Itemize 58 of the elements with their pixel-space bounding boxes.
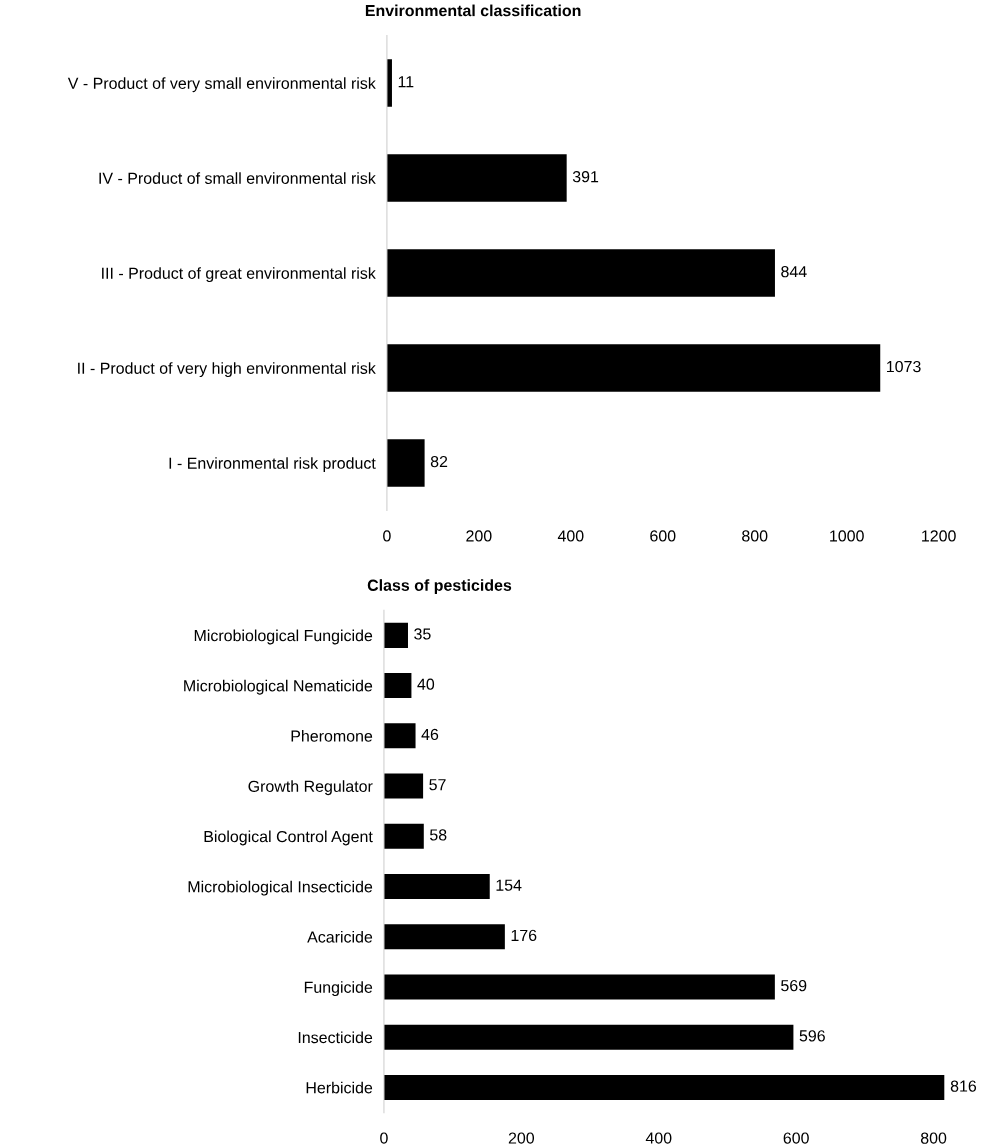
data-label: 569 (781, 979, 807, 992)
x-tick-label: 0 (380, 1132, 388, 1144)
y-tick-label: Insecticide (298, 1031, 373, 1044)
bar (383, 1074, 945, 1101)
data-label: 596 (799, 1030, 825, 1042)
bar (386, 249, 775, 297)
bar (383, 673, 412, 699)
bar (383, 1024, 794, 1050)
y-tick-label: II - Product of very high environmental risk (78, 362, 376, 378)
y-tick-label: Microbiological Fungicide (194, 629, 373, 645)
x-tick-label: 600 (650, 530, 676, 542)
x-tick-label: 200 (508, 1132, 535, 1144)
y-tick-label: Microbiological Nematicide (184, 679, 373, 695)
data-label: 82 (430, 455, 448, 468)
y-tick-label: V - Product of very small environmental risk (67, 77, 376, 93)
data-label: 46 (421, 728, 439, 741)
x-tick-label: 400 (645, 1132, 672, 1144)
y-tick-label: I - Environmental risk product (169, 457, 376, 473)
data-label: 58 (429, 829, 447, 841)
y-tick-label: Growth Regulator (248, 780, 373, 796)
x-tick-label: 200 (466, 530, 492, 542)
x-tick-label: 400 (557, 530, 584, 542)
y-tick-label: Herbicide (306, 1081, 373, 1094)
bar (383, 823, 424, 849)
bar (386, 344, 881, 392)
bar (383, 974, 775, 1000)
x-tick-label: 1200 (922, 530, 956, 542)
data-label: 391 (572, 170, 599, 183)
data-label: 176 (511, 929, 537, 942)
y-tick-label: III - Product of great environmental risk (102, 267, 376, 283)
data-label: 1073 (887, 360, 921, 373)
y-tick-label: Pheromone (291, 730, 373, 742)
chart-title: Environmental classification (365, 4, 581, 17)
data-label: 57 (429, 779, 446, 791)
bar (386, 154, 567, 202)
y-tick-label: Microbiological Insecticide (188, 880, 373, 896)
x-tick-label: 600 (783, 1132, 809, 1144)
bar (383, 873, 490, 900)
data-label: 154 (496, 879, 522, 891)
bar (383, 924, 505, 950)
y-tick-label: Acaricide (307, 930, 373, 943)
data-label: 816 (950, 1080, 977, 1092)
x-tick-label: 800 (742, 530, 768, 542)
bar (383, 723, 416, 749)
data-label: 35 (414, 628, 431, 640)
data-label: 844 (781, 265, 807, 278)
data-label: 40 (417, 678, 435, 690)
y-tick-label: IV - Product of small environmental risk (99, 172, 376, 184)
y-tick-label: Fungicide (304, 981, 373, 997)
bar (383, 622, 408, 648)
y-tick-label: Biological Control Agent (204, 830, 373, 846)
x-tick-label: 0 (383, 530, 391, 542)
bar (386, 439, 425, 487)
bar (383, 773, 424, 799)
x-tick-label: 1000 (830, 530, 864, 542)
x-tick-label: 800 (920, 1132, 947, 1144)
chart-title: Class of pesticides (367, 579, 512, 595)
data-label: 11 (398, 76, 414, 88)
